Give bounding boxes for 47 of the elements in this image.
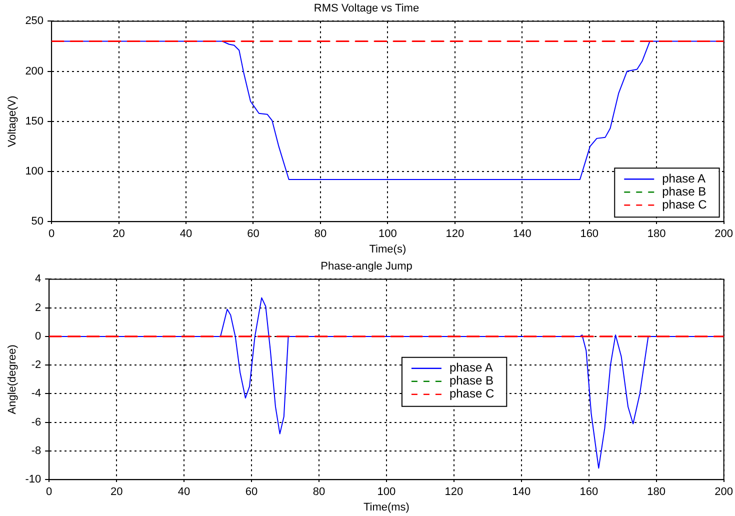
y-tick-label: 200 — [25, 65, 44, 78]
y-tick-label: 150 — [25, 115, 44, 128]
x-tick-label: 60 — [247, 228, 260, 240]
x-tick-label: 140 — [512, 486, 531, 498]
legend-label: phase B — [449, 374, 494, 388]
x-tick-label: 160 — [580, 228, 599, 240]
x-tick-label: 0 — [48, 228, 55, 240]
y-axis-title: Voltage(V) — [6, 96, 19, 148]
y-tick-label: -2 — [31, 359, 42, 372]
y-tick-label: 2 — [34, 302, 42, 314]
chart-title: Phase-angle Jump — [320, 260, 412, 273]
x-tick-label: 140 — [512, 228, 532, 240]
y-axis-title: Angle(degree) — [6, 344, 19, 414]
y-tick-label: 250 — [25, 15, 44, 28]
x-tick-label: 40 — [178, 486, 190, 498]
y-tick-label: -10 — [25, 474, 42, 486]
legend-label: phase C — [662, 197, 708, 212]
y-tick-label: -6 — [31, 416, 42, 428]
x-tick-label: 180 — [647, 228, 666, 240]
x-tick-label: 0 — [46, 486, 52, 498]
x-axis-title: Time(s) — [369, 243, 406, 256]
x-tick-label: 60 — [245, 486, 258, 498]
legend-label: phase A — [662, 171, 706, 186]
legend-label: phase B — [662, 184, 706, 198]
y-tick-label: 50 — [31, 216, 44, 228]
x-tick-label: 160 — [580, 486, 598, 498]
y-tick-label: 100 — [25, 166, 44, 178]
y-tick-label: -8 — [31, 445, 42, 458]
x-tick-label: 20 — [112, 228, 125, 240]
x-tick-label: 40 — [180, 228, 192, 240]
y-tick-label: 4 — [34, 273, 42, 286]
chart-title: RMS Voltage vs Time — [314, 2, 420, 15]
x-axis-title: Time(ms) — [363, 501, 410, 514]
x-tick-label: 80 — [314, 228, 327, 240]
x-tick-label: 180 — [647, 486, 666, 498]
x-tick-label: 20 — [110, 486, 123, 498]
x-tick-label: 80 — [312, 486, 326, 498]
legend-label: phase A — [449, 360, 493, 375]
legend-label: phase C — [449, 386, 494, 401]
y-tick-label: 0 — [34, 330, 42, 342]
x-tick-label: 200 — [714, 228, 734, 240]
x-tick-label: 120 — [444, 486, 464, 498]
x-tick-label: 100 — [377, 486, 396, 498]
x-tick-label: 100 — [378, 228, 397, 240]
x-tick-label: 200 — [714, 486, 734, 498]
y-tick-label: -4 — [31, 388, 42, 400]
x-tick-label: 120 — [446, 228, 464, 240]
